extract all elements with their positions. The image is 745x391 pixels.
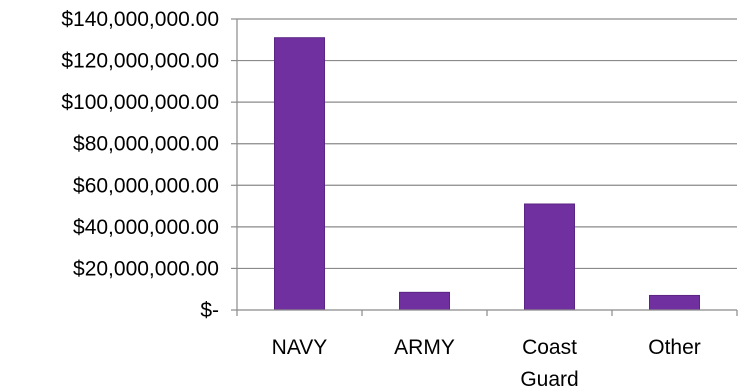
y-tick-label: $40,000,000.00 <box>73 216 219 239</box>
x-category-label: NAVY <box>272 336 328 359</box>
bar-navy <box>274 37 325 311</box>
y-tick-label: $120,000,000.00 <box>61 50 219 73</box>
x-category-label: Other <box>648 336 701 359</box>
x-category-label: ARMY <box>394 336 455 359</box>
x-category-label: Guard <box>520 368 578 391</box>
axes <box>231 18 738 316</box>
y-tick-label: $140,000,000.00 <box>61 8 219 31</box>
bar-coast-guard <box>524 203 575 311</box>
x-category-label: Coast <box>522 336 577 359</box>
bar-other <box>649 294 700 311</box>
y-tick-label: $60,000,000.00 <box>73 174 219 197</box>
y-tick-label: $- <box>200 299 219 322</box>
y-axis-tick-labels: $- $20,000,000.00 $40,000,000.00 $60,000,00… <box>61 8 219 322</box>
y-tick-label: $20,000,000.00 <box>73 257 219 280</box>
x-axis-category-labels: NAVY ARMY Coast Guard Other <box>272 336 701 391</box>
y-tick-label: $100,000,000.00 <box>61 91 219 114</box>
y-tick-label: $80,000,000.00 <box>73 133 219 156</box>
bar-army <box>399 291 450 311</box>
bars <box>274 37 700 311</box>
